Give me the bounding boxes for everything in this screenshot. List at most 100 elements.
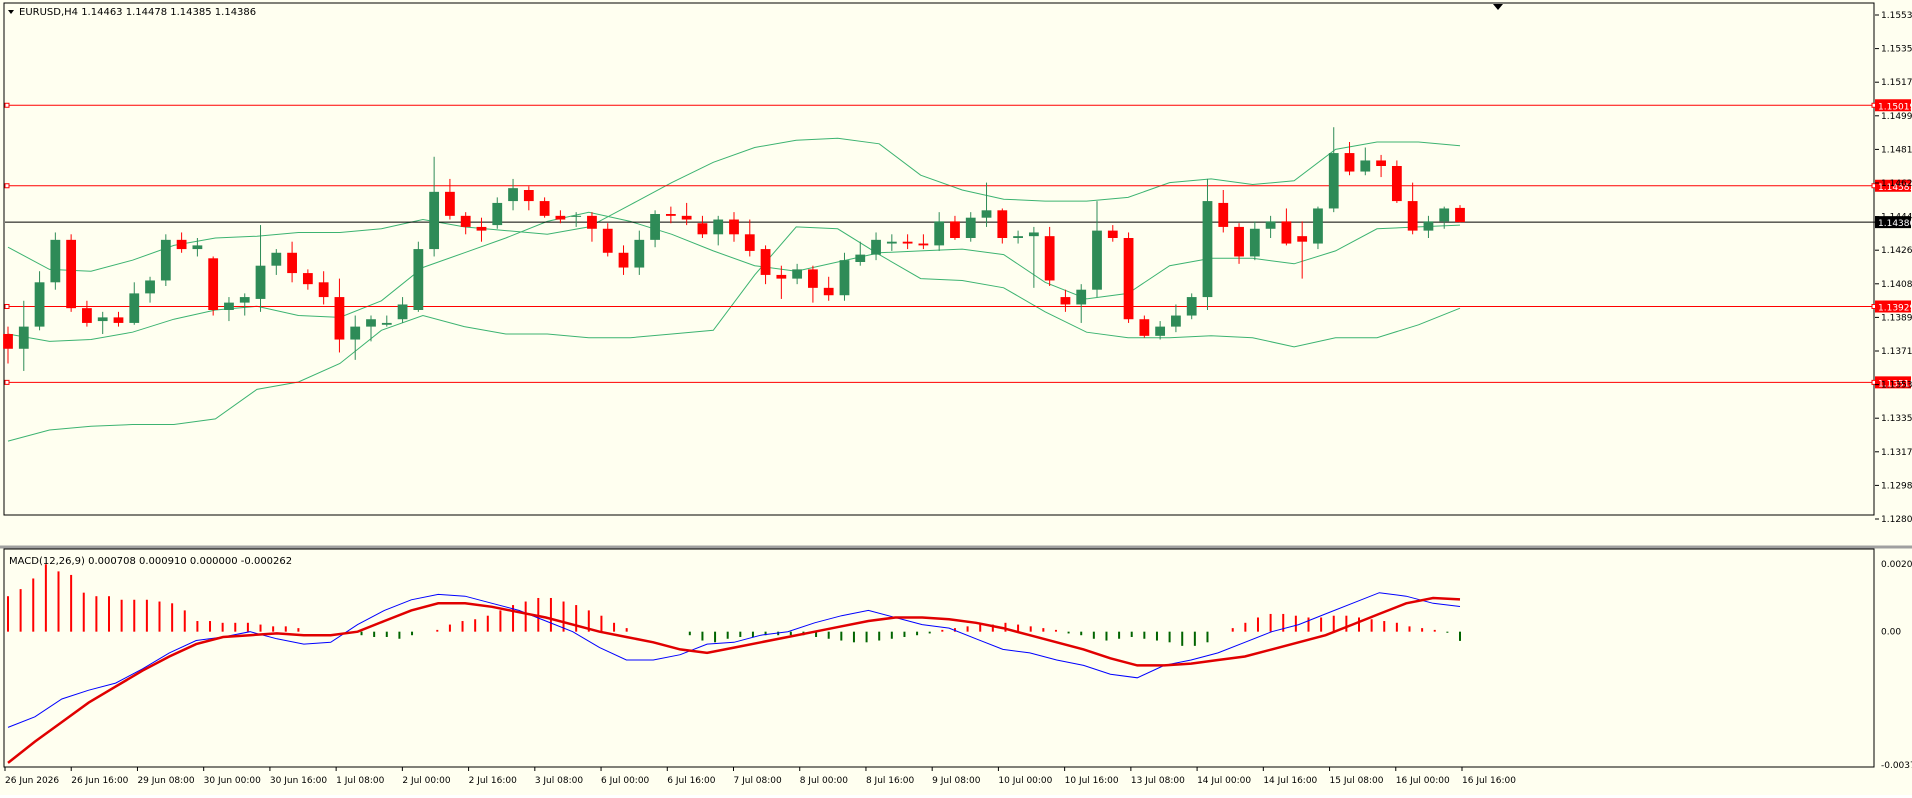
candle-body	[129, 293, 140, 323]
candle-body	[523, 190, 534, 202]
candle-body	[934, 221, 945, 246]
candle-body	[208, 258, 219, 310]
candle-body	[539, 201, 550, 216]
time-tick-label: 8 Jul 16:00	[866, 776, 915, 786]
candle-body	[1234, 226, 1244, 257]
candle-body	[1439, 208, 1450, 222]
candle-body	[34, 282, 45, 327]
hline-anchor-level-1[interactable]	[4, 102, 10, 108]
candle-body	[1360, 160, 1371, 172]
time-tick-label: 30 Jun 16:00	[270, 776, 327, 786]
time-tick-label: 3 Jul 08:00	[535, 776, 584, 786]
price-tick-label: 1.14810	[1881, 145, 1912, 155]
hline-anchor-level-2[interactable]	[4, 183, 10, 189]
macd-signal-line	[7, 596, 1461, 764]
candle-body	[760, 249, 771, 275]
candle-body	[950, 221, 960, 238]
candle-body	[160, 239, 171, 281]
candle-body	[1028, 232, 1039, 237]
time-tick-label: 14 Jul 16:00	[1263, 776, 1317, 786]
main-header: EURUSD,H4 1.14463 1.14478 1.14385 1.1438…	[19, 7, 256, 18]
candle-body	[1218, 202, 1229, 227]
price-tick-label: 1.15170	[1881, 78, 1912, 88]
candle-body	[681, 215, 692, 220]
candle-body	[1186, 297, 1197, 316]
main-panel-frame[interactable]	[3, 2, 1875, 516]
macd-tick-label: 0.00	[1881, 628, 1901, 638]
time-tick-label: 14 Jul 00:00	[1197, 776, 1251, 786]
time-tick-label: 29 Jun 08:00	[137, 776, 194, 786]
time-tick-label: 6 Jul 00:00	[601, 776, 650, 786]
candle-body	[397, 304, 408, 320]
time-tick-label: 13 Jul 08:00	[1131, 776, 1185, 786]
candle-body	[3, 334, 13, 349]
candle-body	[255, 265, 266, 299]
candle-body	[366, 319, 376, 327]
candle-body	[839, 260, 850, 296]
current-price-label: 1.14386	[1878, 219, 1912, 229]
candle-body	[555, 215, 566, 220]
header-dropdown-icon[interactable]	[8, 10, 14, 14]
hline-price-label: 1.14583	[1878, 183, 1912, 193]
candle-body	[145, 280, 155, 294]
candle-body	[571, 215, 582, 217]
price-tick-label: 1.14625	[1881, 179, 1912, 189]
candle-body	[1202, 201, 1213, 298]
price-tick-label: 1.14260	[1881, 246, 1912, 256]
candle-body	[1044, 236, 1055, 281]
hline-price-tag	[1875, 179, 1911, 192]
candle-body	[445, 191, 455, 216]
time-tick-label: 16 Jul 16:00	[1462, 776, 1516, 786]
macd-panel-frame[interactable]	[3, 548, 1875, 768]
hline-anchor-level-3[interactable]	[4, 303, 10, 309]
candle-body	[1139, 319, 1150, 336]
time-tick-label: 10 Jul 16:00	[1065, 776, 1119, 786]
time-tick-label: 2 Jul 16:00	[469, 776, 518, 786]
candle-body	[587, 215, 597, 229]
price-tick-label: 1.15350	[1881, 45, 1912, 55]
price-tick-label: 1.13170	[1881, 448, 1912, 458]
candle-body	[82, 308, 92, 323]
price-tick-label: 1.14445	[1881, 213, 1912, 223]
macd-header: MACD(12,26,9) 0.000708 0.000910 0.000000…	[9, 556, 292, 567]
time-tick-label: 1 Jul 08:00	[336, 776, 385, 786]
candle-body	[176, 239, 187, 250]
candle-body	[334, 297, 345, 340]
price-tick-label: 1.13530	[1881, 381, 1912, 391]
price-tick-label: 1.14080	[1881, 280, 1912, 290]
time-tick-label: 7 Jul 08:00	[734, 776, 783, 786]
candle-body	[1328, 153, 1339, 209]
candle-body	[271, 252, 282, 266]
hline-price-label: 1.13929	[1878, 303, 1912, 313]
candle-body	[1344, 153, 1355, 172]
price-tick-label: 1.14990	[1881, 112, 1912, 122]
time-tick-label: 26 Jun 2026	[5, 776, 59, 786]
time-tick-label: 30 Jun 00:00	[204, 776, 261, 786]
hline-anchor-level-4[interactable]	[4, 379, 10, 385]
price-axis: 1.15535 1.15350 1.15170 1.14990 1.14810 1.146…	[1875, 11, 1912, 771]
price-tick-label: 1.13715	[1881, 347, 1912, 357]
time-tick-label: 10 Jul 00:00	[998, 776, 1052, 786]
chart-shift-marker-icon[interactable]	[1493, 4, 1503, 10]
candle-body	[287, 252, 297, 274]
candle-body	[508, 188, 518, 202]
macd-line	[7, 592, 1461, 728]
price-tick-label: 1.13350	[1881, 414, 1912, 424]
candle-body	[697, 223, 708, 235]
time-tick-label: 16 Jul 00:00	[1396, 776, 1450, 786]
time-tick-label: 26 Jun 16:00	[71, 776, 128, 786]
candle-body	[224, 302, 234, 310]
candle-body	[1455, 207, 1465, 223]
hline-price-label: 1.13518	[1878, 379, 1912, 389]
candle-body	[902, 241, 913, 244]
candle-body	[492, 202, 503, 226]
hline-price-tag	[1875, 99, 1911, 112]
time-tick-label: 15 Jul 08:00	[1330, 776, 1384, 786]
candle-body	[113, 317, 124, 323]
candle-body	[886, 241, 897, 244]
time-tick-label: 2 Jul 00:00	[402, 776, 451, 786]
candle-body	[1092, 230, 1102, 290]
candle-body	[618, 252, 629, 268]
